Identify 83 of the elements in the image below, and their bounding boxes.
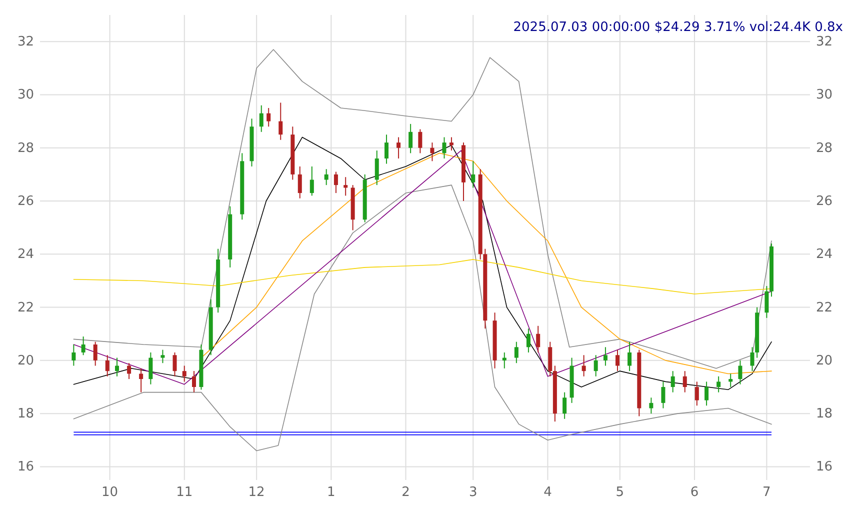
candlestick: [418, 128, 422, 154]
candlestick: [127, 362, 132, 380]
x-tick-label: 5: [616, 485, 624, 500]
candlestick: [526, 328, 530, 353]
candlestick: [548, 341, 552, 377]
candlestick: [649, 397, 654, 414]
candlestick: [536, 325, 540, 353]
candlestick: [682, 370, 687, 393]
candlestick: [704, 381, 709, 406]
chart-title: 2025.07.03 00:00:00 $24.29 3.71% vol:24.4K 0.8x: [513, 20, 844, 35]
y-tick-label: 18: [17, 406, 34, 422]
line-series: [73, 184, 772, 452]
x-tick-label: 7: [762, 485, 771, 500]
y2-tick-label: 18: [816, 406, 833, 422]
candlestick: [298, 166, 302, 199]
candlestick: [384, 134, 388, 164]
candlestick: [694, 381, 699, 406]
y2-tick-label: 32: [816, 34, 833, 50]
candlestick: [502, 352, 506, 369]
x-tick-label: 3: [468, 485, 478, 500]
candlestick: [661, 381, 666, 409]
x-tick-label: 12: [248, 485, 265, 500]
y2-tick-label: 22: [816, 300, 833, 316]
x-tick-label: 4: [544, 485, 552, 500]
y-tick-label: 28: [17, 140, 34, 156]
candlestick: [115, 357, 119, 377]
candlestick: [182, 365, 186, 382]
candlestick: [148, 352, 153, 385]
candlestick: [430, 142, 434, 162]
candlestick: [259, 104, 264, 132]
candlestick: [160, 349, 165, 364]
candlestick: [670, 370, 675, 393]
y-tick-label: 24: [17, 247, 34, 262]
candlestick: [750, 346, 754, 372]
y2-tick-label: 20: [816, 353, 833, 368]
x-tick-label: 6: [690, 485, 699, 500]
y2-tick-label: 16: [816, 460, 833, 475]
y-tick-label: 20: [17, 353, 34, 368]
candlestick: [344, 176, 348, 196]
candlestick: [81, 336, 86, 356]
candlestick: [396, 136, 401, 159]
candlestick: [616, 349, 620, 372]
candlestick: [471, 160, 476, 188]
candlestick: [716, 376, 721, 393]
candlestick: [449, 136, 454, 152]
candlestick: [192, 370, 196, 393]
candlestick: [139, 368, 144, 393]
y2-tick-label: 30: [816, 88, 833, 103]
y2-tick-label: 24: [816, 247, 833, 262]
y2-tick-label: 26: [816, 194, 833, 209]
candlestick: [562, 392, 567, 420]
candlestick: [72, 344, 76, 366]
candlestick: [728, 373, 733, 388]
y-tick-label: 26: [17, 194, 34, 209]
candlestick: [408, 123, 413, 154]
y2-tick-label: 28: [816, 140, 833, 156]
x-tick-label: 10: [102, 485, 118, 500]
candlestick: [764, 286, 769, 318]
candlestick: [266, 108, 271, 128]
y-tick-label: 30: [17, 88, 34, 103]
candlestick: [324, 168, 328, 186]
x-tick-label: 2: [402, 485, 410, 500]
candlestick: [582, 354, 586, 377]
x-tick-label: 11: [176, 485, 193, 500]
candlestick: [442, 136, 446, 159]
x-tick-label: 1: [327, 485, 336, 500]
y-tick-label: 16: [17, 460, 34, 475]
candlestick: [374, 150, 379, 186]
candlestick: [172, 352, 177, 377]
candlestick: [105, 354, 110, 377]
candlestick: [738, 360, 742, 385]
line-series: [73, 49, 772, 369]
candlestick: [603, 346, 608, 366]
candlestick: [628, 341, 632, 372]
candlestick: [93, 341, 98, 366]
candlestick: [310, 166, 314, 196]
candlestick: [514, 341, 518, 364]
candlestick: [278, 102, 283, 140]
candlestick: [594, 354, 598, 377]
y-tick-label: 22: [17, 300, 34, 316]
line-series: [73, 259, 772, 294]
candlestick: [334, 171, 338, 194]
y-tick-label: 32: [17, 34, 34, 50]
